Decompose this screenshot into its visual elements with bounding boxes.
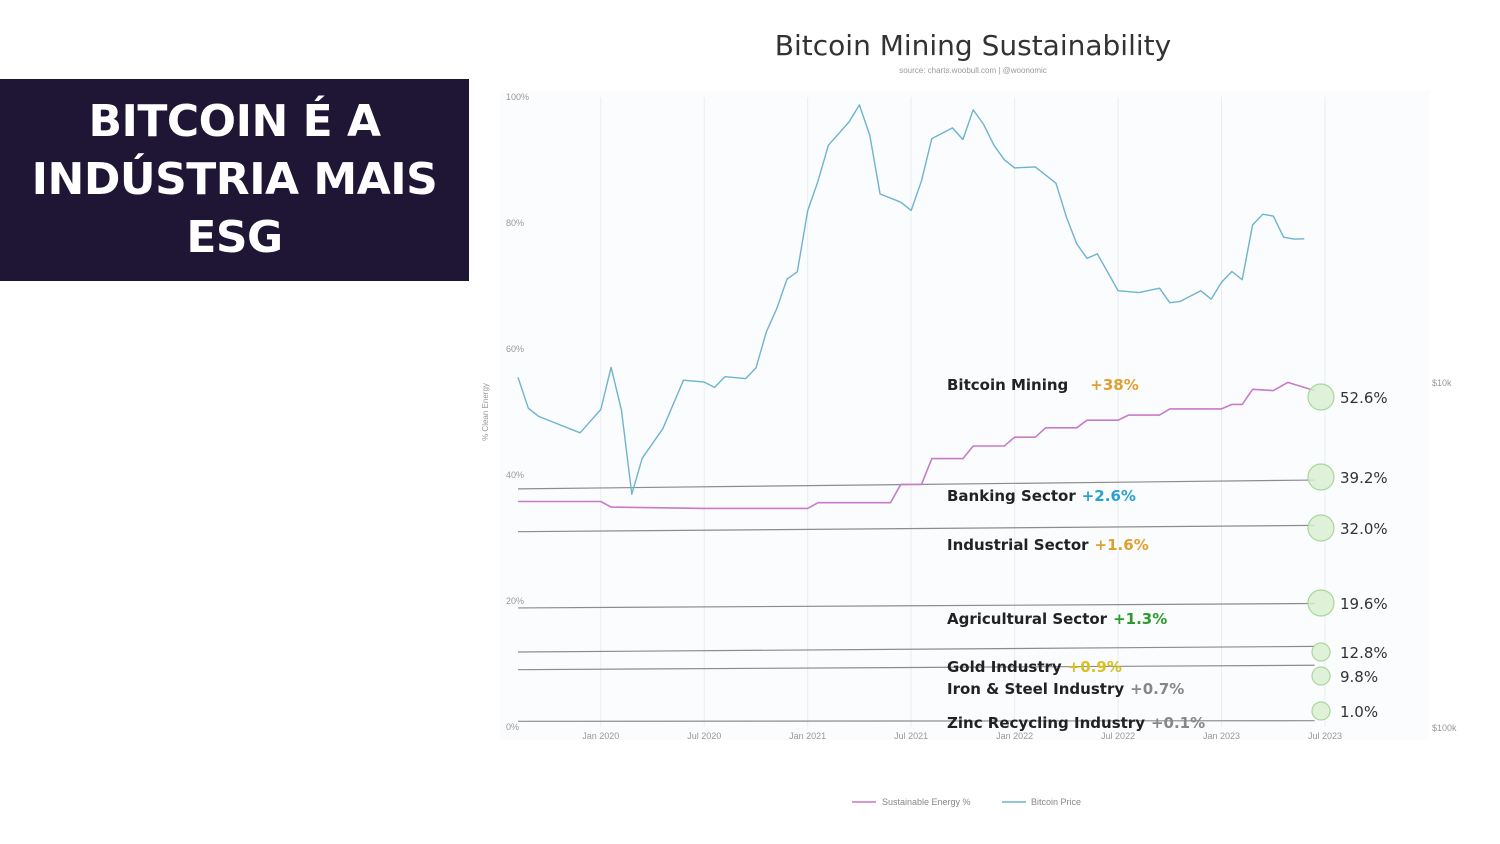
headline-text: BITCOIN É A INDÚSTRIA MAIS ESG — [15, 93, 455, 267]
sustainable-energy-line — [518, 381, 1315, 510]
sector-change: +0.1% — [1151, 714, 1205, 732]
x-tick-label: Jul 2023 — [1308, 731, 1342, 741]
sector-value: 32.0% — [1340, 520, 1388, 538]
sector-value: 9.8% — [1340, 668, 1378, 686]
right-tick-label: $10k — [1432, 378, 1452, 388]
x-tick-label: Jan 2022 — [996, 731, 1033, 741]
sector-value: 19.6% — [1340, 595, 1388, 613]
endpoint-marker — [1307, 383, 1335, 411]
right-axis-ticks: $10k $100k — [1432, 378, 1457, 733]
sector-value: 1.0% — [1340, 703, 1378, 721]
sector-change: +1.3% — [1113, 610, 1167, 628]
endpoint-marker — [1307, 463, 1335, 491]
sector-line — [517, 720, 1315, 722]
sector-change: +38% — [1090, 376, 1138, 394]
y-axis-label: % Clean Energy — [481, 383, 490, 441]
sector-change: +0.7% — [1130, 680, 1184, 698]
y-tick-label: 0% — [506, 722, 519, 732]
sector-value: 12.8% — [1340, 644, 1388, 662]
y-tick-label: 60% — [506, 344, 524, 354]
right-tick-label: $100k — [1432, 723, 1457, 733]
x-tick-label: Jan 2023 — [1203, 731, 1240, 741]
sector-labels: 52.6% Bitcoin Mining +38% 39.2% Banking Sect… — [947, 376, 1388, 732]
y-axis-ticks: 0% 20% 40% 60% 80% 100% — [506, 92, 529, 732]
x-tick-label: Jan 2021 — [789, 731, 826, 741]
endpoint-marker — [1307, 589, 1335, 617]
sector-name: Industrial Sector — [947, 536, 1089, 554]
y-tick-label: 20% — [506, 596, 524, 606]
y-tick-label: 80% — [506, 218, 524, 228]
sector-value: 39.2% — [1340, 469, 1388, 487]
x-tick-label: Jan 2020 — [582, 731, 619, 741]
sustainability-chart: Bitcoin Mining Sustainability source: ch… — [481, 29, 1457, 807]
headline-line: INDÚSTRIA MAIS — [31, 154, 438, 205]
sector-name: Iron & Steel Industry — [947, 680, 1124, 698]
chart-title: Bitcoin Mining Sustainability — [775, 29, 1171, 62]
sector-name: Agricultural Sector — [947, 610, 1108, 628]
sector-name: Banking Sector — [947, 487, 1076, 505]
sector-line — [517, 524, 1315, 533]
endpoint-marker — [1311, 701, 1331, 721]
sector-line — [517, 664, 1315, 671]
sector-name: Bitcoin Mining — [947, 376, 1068, 394]
sector-change: +0.9% — [1068, 658, 1122, 676]
chart-subtitle: source: charts.woobull.com | @woonomic — [899, 66, 1047, 75]
plot-background — [500, 90, 1430, 740]
sector-name: Gold Industry — [947, 658, 1062, 676]
chart-legend: Sustainable Energy % Bitcoin Price — [852, 797, 1081, 807]
x-tick-label: Jul 2020 — [687, 731, 721, 741]
x-axis-ticks: Jan 2020 Jul 2020 Jan 2021 Jul 2021 Jan 2022… — [582, 731, 1342, 741]
series-lines — [517, 104, 1315, 510]
legend-label: Bitcoin Price — [1031, 797, 1081, 807]
y-tick-label: 100% — [506, 92, 529, 102]
y-tick-label: 40% — [506, 470, 524, 480]
headline-line: BITCOIN É A — [88, 96, 381, 147]
headline-banner: BITCOIN É A INDÚSTRIA MAIS ESG — [0, 79, 469, 281]
sector-change: +2.6% — [1082, 487, 1136, 505]
bitcoin-price-line — [517, 104, 1305, 495]
sector-name: Zinc Recycling Industry — [947, 714, 1145, 732]
headline-line: ESG — [186, 212, 283, 263]
sector-change: +1.6% — [1095, 536, 1149, 554]
sector-line — [517, 602, 1315, 609]
endpoint-markers — [1307, 383, 1335, 721]
sector-value: 52.6% — [1340, 389, 1388, 407]
endpoint-marker — [1307, 514, 1335, 542]
legend-label: Sustainable Energy % — [882, 797, 971, 807]
x-tick-label: Jul 2021 — [894, 731, 928, 741]
x-tick-label: Jul 2022 — [1101, 731, 1135, 741]
endpoint-marker — [1311, 666, 1331, 686]
endpoint-marker — [1311, 642, 1331, 662]
sector-line — [517, 645, 1315, 653]
x-gridlines — [600, 97, 1326, 727]
